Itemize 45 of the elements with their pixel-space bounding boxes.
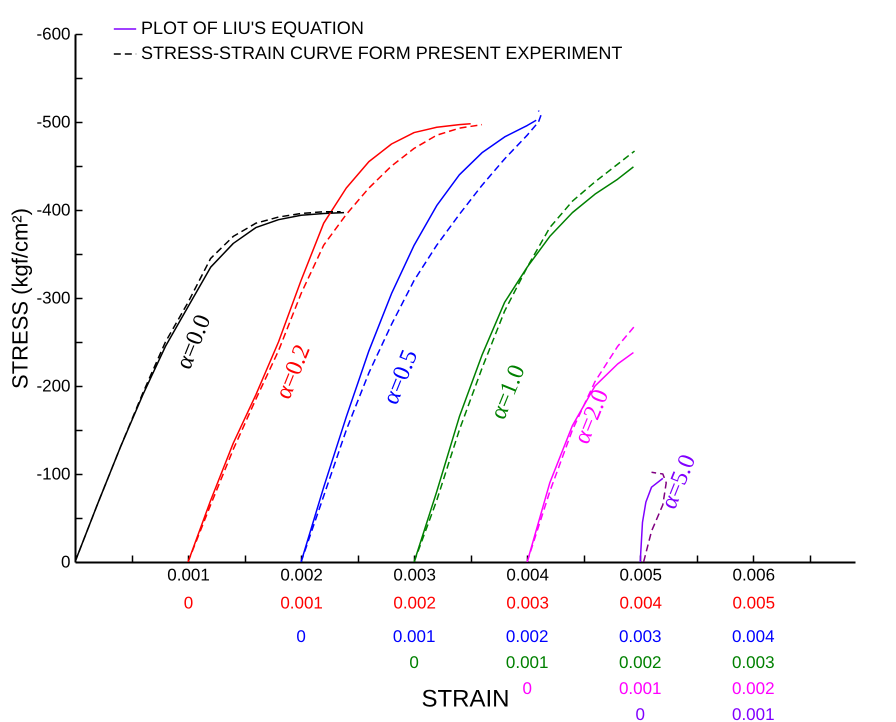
x-tick-label: 0.002: [280, 566, 323, 584]
x2-tick-label: 0.003: [506, 594, 549, 612]
text: 0.002: [618, 653, 662, 672]
text: 0: [635, 705, 645, 722]
annotation: α=2.0: [569, 386, 614, 448]
text: 0.003: [732, 653, 775, 672]
x-tick-label: 0.006: [732, 566, 776, 584]
y-tick-label: -300: [36, 288, 70, 308]
x2-tick-label: 0.004: [619, 594, 662, 612]
x2-tick-label: 0.002: [393, 594, 436, 612]
y-tick-label: -100: [36, 464, 70, 484]
text: 0.001: [392, 627, 436, 646]
y-tick-label: -600: [36, 24, 70, 44]
line-series: [639, 478, 664, 562]
annotation: α=5.0: [656, 451, 702, 513]
x-tick-label: 0.001: [167, 566, 210, 584]
x-tick-label: 0.003: [393, 566, 436, 584]
legend-label: PLOT OF LIU'S EQUATION: [141, 18, 364, 38]
y-tick-label: -500: [36, 112, 70, 132]
legend-label: STRESS-STRAIN CURVE FORM PRESENT EXPERIMENT: [141, 43, 622, 63]
text: 0.002: [506, 627, 548, 646]
text: 0.003: [618, 627, 662, 646]
x2-tick-label: 0.001: [280, 594, 323, 612]
text: 0: [522, 679, 532, 698]
annotation: α=0.2: [270, 341, 316, 403]
line-series: [642, 471, 667, 562]
text: 0.001: [506, 653, 548, 672]
annotation: α=0.5: [378, 346, 424, 408]
text: 0.001: [618, 679, 662, 698]
x2-tick-label: 0: [184, 594, 194, 612]
text: 0: [409, 653, 419, 672]
text: 0.004: [732, 627, 775, 646]
x-tick-label: 0.005: [619, 566, 662, 584]
y-axis-title: STRESS (kgf/cm²): [7, 208, 32, 389]
annotation: α=0.0: [171, 311, 216, 373]
y-tick-label: -400: [36, 200, 70, 220]
y-tick-label: -200: [36, 376, 70, 396]
y-tick-label: 0: [61, 552, 70, 572]
annotation: α=1.0: [485, 361, 531, 424]
x-tick-label: 0.004: [506, 566, 549, 584]
x-axis-title: STRAIN: [421, 686, 510, 712]
text: 0.001: [732, 705, 775, 722]
text: 0.002: [732, 679, 775, 698]
x2-tick-label: 0.005: [732, 594, 776, 612]
text: 0: [296, 627, 306, 646]
